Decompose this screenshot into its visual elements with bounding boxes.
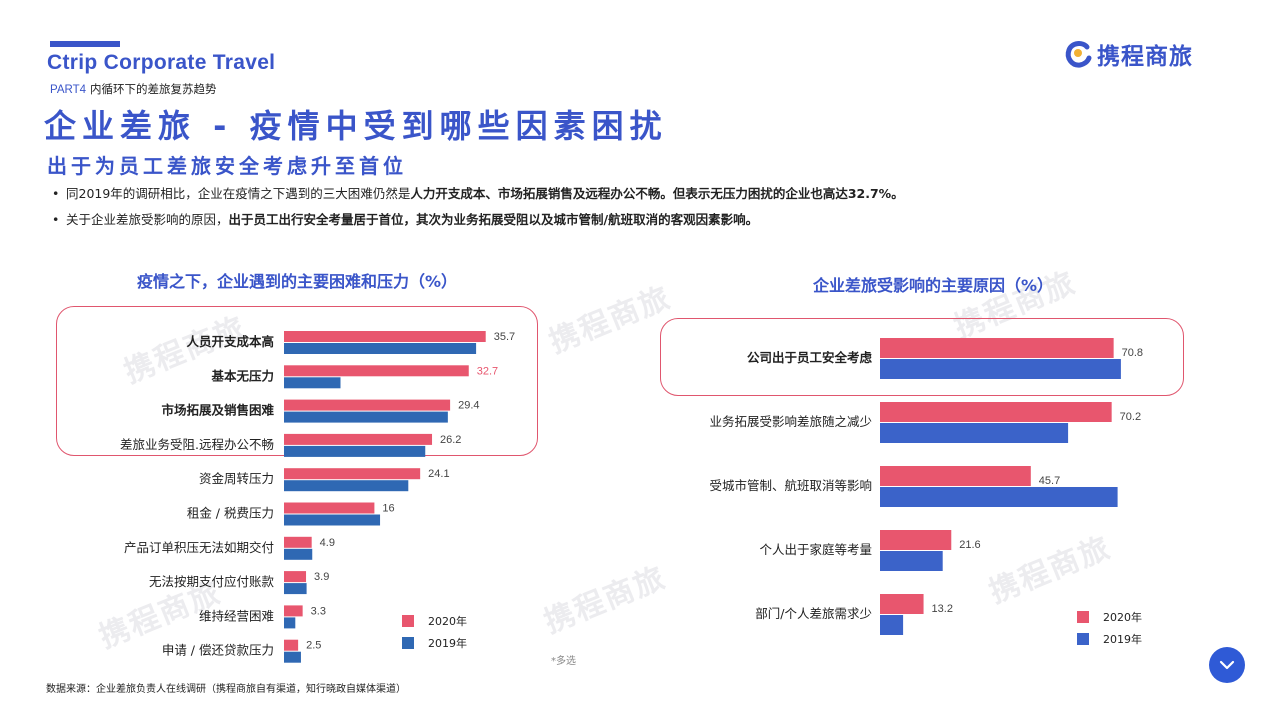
scroll-down-button[interactable] — [1209, 647, 1245, 683]
legend-label-2019: 2019年 — [1103, 632, 1142, 646]
bar-2020 — [284, 639, 299, 651]
bar-2020 — [880, 466, 1031, 486]
bullet-1-bold: 人力开支成本、市场拓展销售及远程办公不畅。但表示无压力困扰的企业也高达32.7%… — [410, 186, 904, 201]
data-source: 数据来源：企业差旅负责人在线调研（携程商旅自有渠道，知行晓政自媒体渠道） — [46, 684, 406, 695]
value-label: 21.6 — [959, 539, 980, 551]
bar-2019 — [284, 411, 448, 423]
brand-name: Ctrip Corporate Travel — [47, 51, 276, 74]
legend-label-2019: 2019年 — [428, 636, 467, 650]
bar-2020 — [284, 399, 451, 411]
category-label: 产品订单积压无法如期交付 — [124, 540, 274, 555]
bar-2020 — [880, 338, 1114, 358]
part-tag: PART4 — [50, 84, 87, 96]
page-subtitle: 出于为员工差旅安全考虑升至首位 — [47, 154, 407, 178]
category-label: 部门/个人差旅需求少 — [755, 606, 872, 621]
value-label: 26.2 — [440, 434, 461, 446]
value-label: 35.7 — [494, 331, 515, 343]
value-label: 29.4 — [458, 400, 479, 412]
bar-2019 — [284, 377, 341, 389]
category-label: 资金周转压力 — [199, 471, 274, 486]
legend-label-2020: 2020年 — [428, 614, 467, 628]
bar-2019 — [284, 583, 307, 595]
bullet-dot: • — [52, 186, 60, 201]
bar-2020 — [880, 530, 952, 550]
part-text: 内循环下的差旅复苏趋势 — [90, 82, 217, 96]
section-label: PART4 内循环下的差旅复苏趋势 — [50, 81, 217, 97]
logo-text: 携程商旅 — [1097, 44, 1193, 70]
bar-2020 — [284, 365, 469, 377]
bar-2020 — [284, 571, 307, 583]
bar-2020 — [880, 594, 924, 614]
bar-2020 — [284, 502, 375, 514]
value-label: 70.2 — [1120, 411, 1141, 423]
category-label: 市场拓展及销售困难 — [161, 403, 274, 418]
category-label: 基本无压力 — [210, 368, 274, 383]
bar-2019 — [880, 615, 904, 635]
category-label: 公司出于员工安全考虑 — [747, 350, 873, 365]
legend-swatch-2020 — [1077, 611, 1089, 623]
bar-2019 — [880, 359, 1121, 379]
bullet-dot: • — [52, 212, 60, 227]
bar-2019 — [880, 487, 1118, 507]
multi-select-note: *多选 — [551, 656, 576, 667]
value-label: 45.7 — [1039, 475, 1060, 487]
value-label: 32.7 — [477, 365, 498, 377]
category-label: 无法按期支付应付账款 — [149, 574, 275, 589]
value-label: 13.2 — [932, 603, 953, 615]
value-label: 70.8 — [1122, 347, 1143, 359]
bar-2019 — [284, 651, 301, 663]
bar-2019 — [284, 548, 313, 560]
right-chart-title: 企业差旅受影响的主要原因（%） — [813, 276, 1054, 295]
value-label: 24.1 — [428, 468, 449, 480]
category-label: 业务拓展受影响差旅随之减少 — [709, 414, 872, 429]
bar-2019 — [284, 480, 409, 492]
category-label: 维持经营困难 — [199, 608, 274, 623]
bullet-point-1: • 同2019年的调研相比，企业在疫情之下遇到的三大困难仍然是人力开支成本、市场拓… — [52, 183, 904, 202]
category-label: 人员开支成本高 — [186, 334, 274, 349]
bar-2019 — [284, 445, 426, 457]
value-label: 4.9 — [320, 537, 335, 549]
category-label: 租金 / 税费压力 — [187, 506, 274, 521]
chevron-down-icon — [1219, 660, 1235, 670]
bar-2019 — [284, 617, 296, 629]
bullet-2-text: 关于企业差旅受影响的原因， — [66, 212, 229, 227]
bar-2020 — [284, 468, 421, 480]
bar-2020 — [880, 402, 1112, 422]
value-label: 3.9 — [314, 571, 329, 583]
category-label: 差旅业务受阻.远程办公不畅 — [120, 437, 274, 452]
category-label: 受城市管制、航班取消等影响 — [709, 478, 872, 493]
header-accent-bar — [50, 41, 120, 47]
bar-2019 — [880, 551, 943, 571]
value-label: 16 — [382, 503, 394, 515]
left-chart-title: 疫情之下，企业遇到的主要困难和压力（%） — [137, 272, 458, 291]
category-label: 申请 / 偿还贷款压力 — [162, 643, 274, 658]
bar-2020 — [284, 605, 303, 617]
ctrip-logo: 携程商旅 — [1063, 36, 1193, 72]
bar-2020 — [284, 536, 312, 548]
legend-label-2020: 2020年 — [1103, 610, 1142, 624]
bullet-point-2: • 关于企业差旅受影响的原因，出于员工出行安全考量居于首位，其次为业务拓展受阻以及… — [52, 209, 758, 228]
top-reason-highlight-box — [660, 318, 1184, 396]
value-label: 2.5 — [306, 640, 321, 652]
bar-2019 — [284, 514, 381, 526]
legend-swatch-2019 — [402, 637, 414, 649]
bar-2020 — [284, 331, 486, 342]
legend-swatch-2020 — [402, 615, 414, 627]
category-label: 个人出于家庭等考量 — [759, 542, 872, 557]
bar-2019 — [880, 423, 1069, 443]
bullet-2-bold: 出于员工出行安全考量居于首位，其次为业务拓展受阻以及城市管制/航班取消的客观因素… — [228, 212, 759, 227]
bar-2019 — [284, 343, 477, 354]
value-label: 3.3 — [311, 605, 326, 617]
bar-2020 — [284, 433, 433, 445]
ctrip-logo-icon — [1065, 41, 1092, 68]
page-title: 企业差旅 - 疫情中受到哪些因素困扰 — [44, 107, 668, 145]
legend-swatch-2019 — [1077, 633, 1089, 645]
bullet-1-text: 同2019年的调研相比，企业在疫情之下遇到的三大困难仍然是 — [66, 186, 411, 201]
